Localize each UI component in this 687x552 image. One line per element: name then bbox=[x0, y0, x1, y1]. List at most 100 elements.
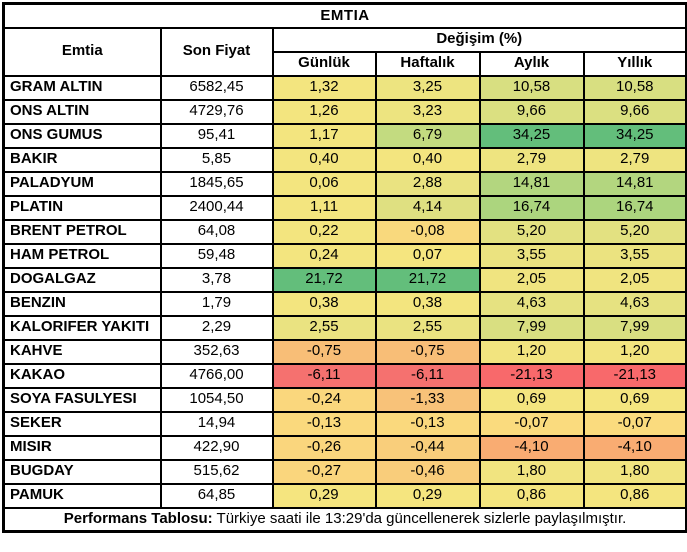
commodity-name-cell: BAKIR bbox=[2, 146, 162, 173]
change-cell: -0,24 bbox=[271, 386, 377, 413]
last-price-cell: 95,41 bbox=[159, 122, 274, 149]
change-cell: 0,40 bbox=[374, 146, 481, 173]
change-cell: 2,05 bbox=[478, 266, 585, 293]
table-body: GRAM ALTIN 6582,45 1,32 3,25 10,58 10,58 ONS A… bbox=[2, 74, 687, 509]
last-price-cell: 4766,00 bbox=[159, 362, 274, 389]
last-price-cell: 352,63 bbox=[159, 338, 274, 365]
header-row-sub: Günlük Haftalık Aylık Yıllık bbox=[4, 50, 687, 77]
last-price-cell: 1845,65 bbox=[159, 170, 274, 197]
table-row: SOYA FASULYESI 1054,50 -0,24 -1,33 0,69 0,69 bbox=[2, 386, 687, 413]
page-title: EMTIA bbox=[2, 2, 687, 29]
last-price-cell: 1054,50 bbox=[159, 386, 274, 413]
change-cell: -0,44 bbox=[374, 434, 481, 461]
change-cell: 3,55 bbox=[582, 242, 687, 269]
change-cell: 16,74 bbox=[582, 194, 687, 221]
change-cell: 0,86 bbox=[582, 482, 687, 509]
column-header-yillik: Yıllık bbox=[582, 50, 687, 77]
last-price-cell: 14,94 bbox=[159, 410, 274, 437]
change-cell: -6,11 bbox=[374, 362, 481, 389]
change-cell: 21,72 bbox=[271, 266, 377, 293]
last-price-cell: 3,78 bbox=[159, 266, 274, 293]
change-cell: -4,10 bbox=[478, 434, 585, 461]
change-cell: 1,32 bbox=[271, 74, 377, 101]
change-cell: 3,55 bbox=[478, 242, 585, 269]
commodity-name-cell: ONS GUMUS bbox=[2, 122, 162, 149]
change-cell: 0,24 bbox=[271, 242, 377, 269]
column-header-son-fiyat: Son Fiyat bbox=[159, 26, 274, 77]
commodity-name-cell: BRENT PETROL bbox=[2, 218, 162, 245]
change-cell: 2,79 bbox=[582, 146, 687, 173]
change-cell: 1,26 bbox=[271, 98, 377, 125]
commodity-name-cell: KALORIFER YAKITI bbox=[2, 314, 162, 341]
commodity-name-cell: MISIR bbox=[2, 434, 162, 461]
change-cell: 1,17 bbox=[271, 122, 377, 149]
commodity-name-cell: BENZIN bbox=[2, 290, 162, 317]
column-group-header-degisim: Değişim (%) bbox=[271, 26, 687, 53]
column-header-emtia: Emtia bbox=[2, 26, 162, 77]
change-cell: 3,23 bbox=[374, 98, 481, 125]
table-row: ONS GUMUS 95,41 1,17 6,79 34,25 34,25 bbox=[2, 122, 687, 149]
change-cell: 0,40 bbox=[271, 146, 377, 173]
last-price-cell: 1,79 bbox=[159, 290, 274, 317]
commodity-name-cell: HAM PETROL bbox=[2, 242, 162, 269]
change-cell: -4,10 bbox=[582, 434, 687, 461]
change-cell: 9,66 bbox=[582, 98, 687, 125]
commodity-name-cell: PALADYUM bbox=[2, 170, 162, 197]
change-cell: 16,74 bbox=[478, 194, 585, 221]
change-cell: 2,55 bbox=[374, 314, 481, 341]
column-header-aylik: Aylık bbox=[478, 50, 585, 77]
table-row: BUGDAY 515,62 -0,27 -0,46 1,80 1,80 bbox=[2, 458, 687, 485]
table-row: KAKAO 4766,00 -6,11 -6,11 -21,13 -21,13 bbox=[2, 362, 687, 389]
last-price-cell: 5,85 bbox=[159, 146, 274, 173]
last-price-cell: 59,48 bbox=[159, 242, 274, 269]
change-cell: 0,86 bbox=[478, 482, 585, 509]
update-note-text: Türkiye saati ile 13:29'da güncellenerek… bbox=[212, 510, 627, 527]
table-row: PALADYUM 1845,65 0,06 2,88 14,81 14,81 bbox=[2, 170, 687, 197]
change-cell: -1,33 bbox=[374, 386, 481, 413]
table-row: KALORIFER YAKITI 2,29 2,55 2,55 7,99 7,99 bbox=[2, 314, 687, 341]
change-cell: -0,27 bbox=[271, 458, 377, 485]
change-cell: 5,20 bbox=[582, 218, 687, 245]
change-cell: 0,22 bbox=[271, 218, 377, 245]
table-row: BRENT PETROL 64,08 0,22 -0,08 5,20 5,20 bbox=[2, 218, 687, 245]
change-cell: -0,75 bbox=[374, 338, 481, 365]
title-row: EMTIA bbox=[2, 2, 687, 29]
change-cell: 4,63 bbox=[582, 290, 687, 317]
table-row: GRAM ALTIN 6582,45 1,32 3,25 10,58 10,58 bbox=[2, 74, 687, 101]
change-cell: 0,38 bbox=[374, 290, 481, 317]
change-cell: -21,13 bbox=[582, 362, 687, 389]
last-price-cell: 422,90 bbox=[159, 434, 274, 461]
change-cell: -0,13 bbox=[374, 410, 481, 437]
commodity-name-cell: PLATIN bbox=[2, 194, 162, 221]
change-cell: 14,81 bbox=[478, 170, 585, 197]
table-row: BAKIR 5,85 0,40 0,40 2,79 2,79 bbox=[2, 146, 687, 173]
change-cell: 1,80 bbox=[478, 458, 585, 485]
change-cell: 2,88 bbox=[374, 170, 481, 197]
table-row: SEKER 14,94 -0,13 -0,13 -0,07 -0,07 bbox=[2, 410, 687, 437]
change-cell: 1,20 bbox=[582, 338, 687, 365]
commodity-name-cell: GRAM ALTIN bbox=[2, 74, 162, 101]
change-cell: 34,25 bbox=[478, 122, 585, 149]
header-row-group: Emtia Son Fiyat Değişim (%) bbox=[2, 26, 687, 77]
change-cell: 7,99 bbox=[478, 314, 585, 341]
commodity-name-cell: SEKER bbox=[2, 410, 162, 437]
change-cell: 1,11 bbox=[271, 194, 377, 221]
change-cell: 1,20 bbox=[478, 338, 585, 365]
change-cell: 21,72 bbox=[374, 266, 481, 293]
change-cell: 0,69 bbox=[478, 386, 585, 413]
change-cell: -0,26 bbox=[271, 434, 377, 461]
change-cell: 9,66 bbox=[478, 98, 585, 125]
change-cell: 2,05 bbox=[582, 266, 687, 293]
column-header-haftalik: Haftalık bbox=[374, 50, 481, 77]
commodity-name-cell: KAHVE bbox=[2, 338, 162, 365]
column-header-gunluk: Günlük bbox=[271, 50, 377, 77]
table-row: DOGALGAZ 3,78 21,72 21,72 2,05 2,05 bbox=[2, 266, 687, 293]
last-price-cell: 64,08 bbox=[159, 218, 274, 245]
table-row: PAMUK 64,85 0,29 0,29 0,86 0,86 bbox=[2, 482, 687, 509]
change-cell: -0,13 bbox=[271, 410, 377, 437]
update-note: Performans Tablosu: Türkiye saati ile 13… bbox=[2, 506, 687, 533]
last-price-cell: 4729,76 bbox=[159, 98, 274, 125]
change-cell: 10,58 bbox=[582, 74, 687, 101]
commodity-name-cell: SOYA FASULYESI bbox=[2, 386, 162, 413]
